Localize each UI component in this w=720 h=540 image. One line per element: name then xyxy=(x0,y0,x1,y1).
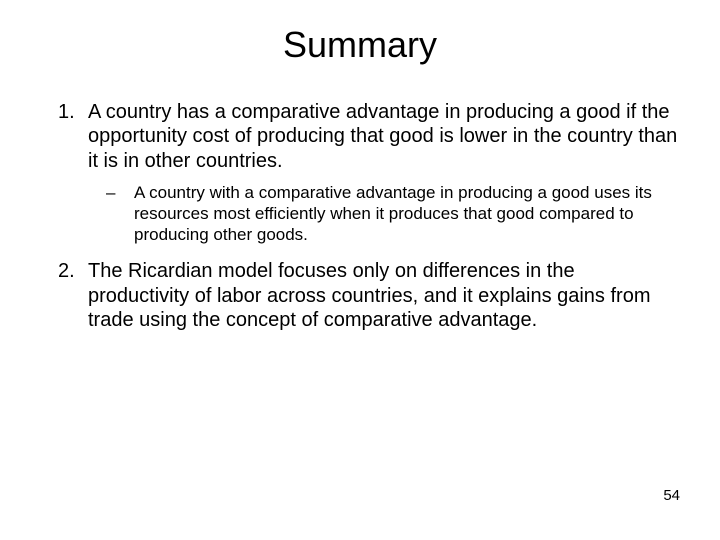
list-item: 1. A country has a comparative advantage… xyxy=(58,100,680,245)
item-number: 2. xyxy=(58,259,75,283)
sub-item-text: A country with a comparative advantage i… xyxy=(134,183,652,243)
dash-icon: – xyxy=(106,183,115,204)
slide-title: Summary xyxy=(40,24,680,66)
page-number: 54 xyxy=(663,487,680,504)
slide: Summary 1. A country has a comparative a… xyxy=(0,0,720,540)
item-number: 1. xyxy=(58,100,75,124)
main-list: 1. A country has a comparative advantage… xyxy=(40,100,680,333)
sub-list: – A country with a comparative advantage… xyxy=(88,183,680,245)
sub-list-item: – A country with a comparative advantage… xyxy=(106,183,680,245)
list-item: 2. The Ricardian model focuses only on d… xyxy=(58,259,680,332)
item-text: A country has a comparative advantage in… xyxy=(88,101,677,172)
item-text: The Ricardian model focuses only on diff… xyxy=(88,260,651,331)
